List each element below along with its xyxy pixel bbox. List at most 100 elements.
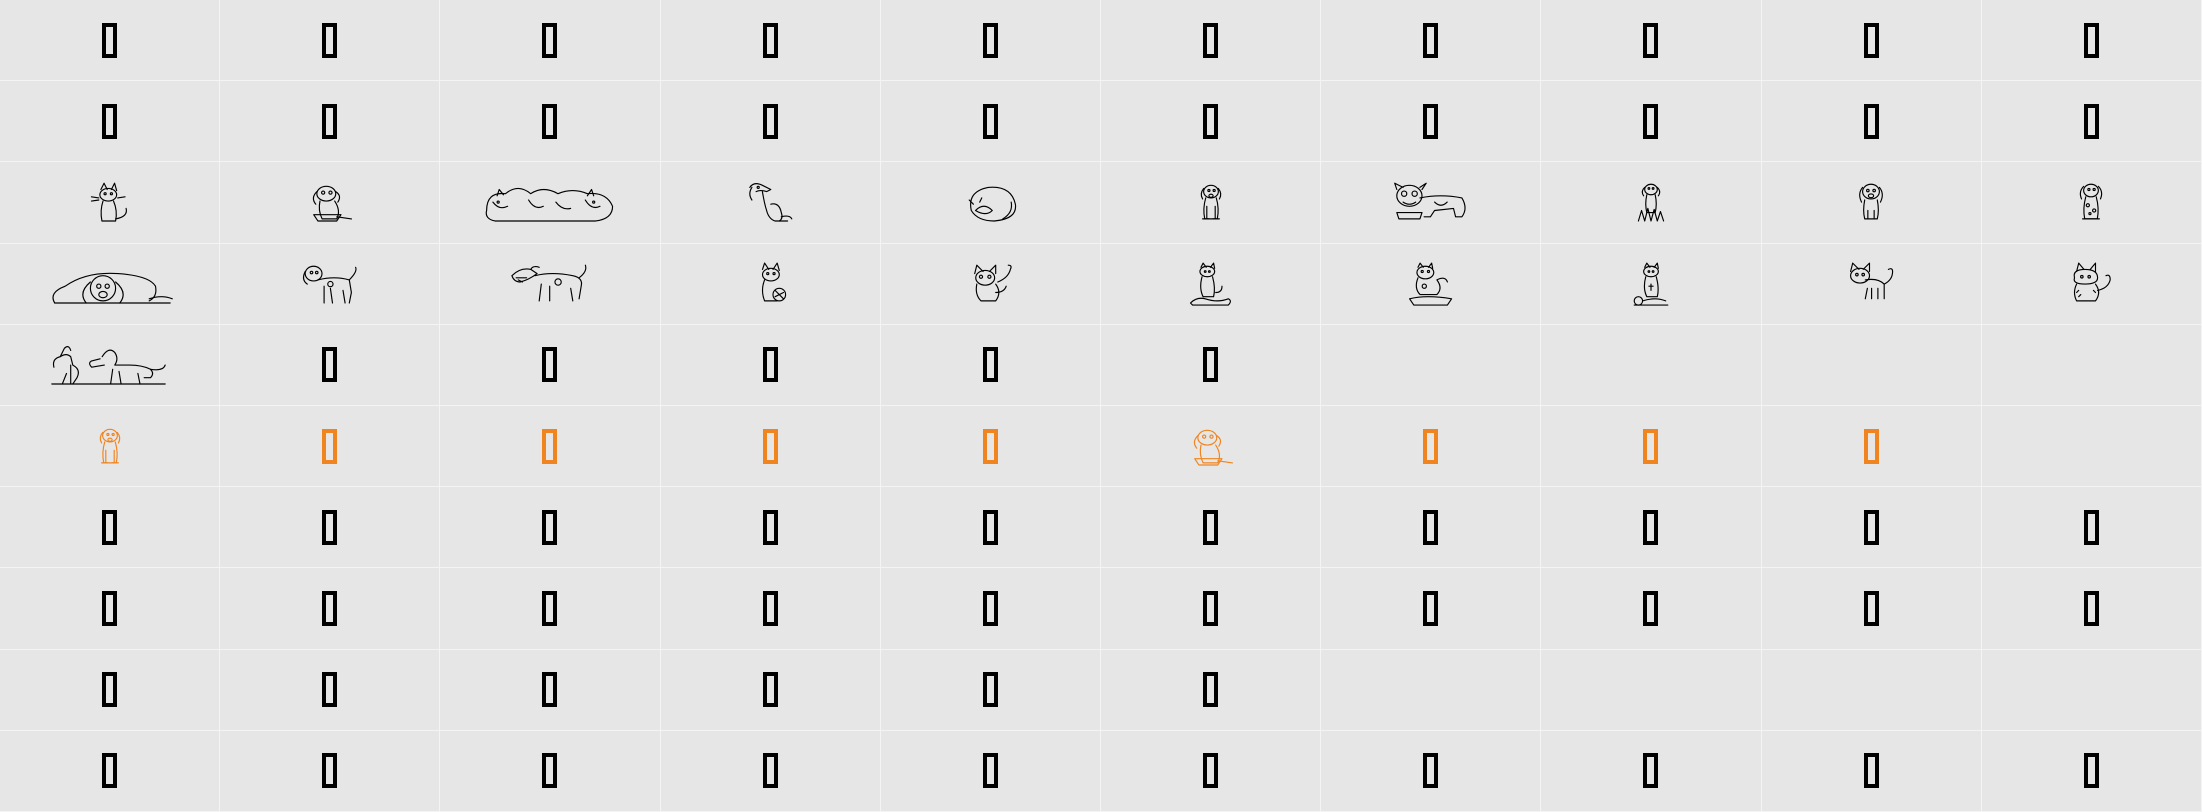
- missing-glyph-box-icon: [102, 753, 118, 789]
- glyph-cell: [440, 649, 661, 731]
- missing-glyph-box-icon: [1863, 509, 1879, 545]
- glyph-cell: [660, 81, 881, 163]
- glyph-cell: [1761, 162, 1982, 244]
- missing-glyph-box-icon: [1203, 22, 1219, 58]
- missing-glyph-box-orange-icon: [322, 428, 338, 464]
- missing-glyph-box-icon: [542, 347, 558, 383]
- cat-grooming-icon: [1190, 262, 1232, 306]
- glyph-cell: [440, 568, 661, 650]
- missing-glyph-box-icon: [102, 590, 118, 626]
- glyph-cell: [1321, 243, 1542, 325]
- puppy-sitting-icon: [1200, 185, 1221, 220]
- dog-walking-icon: [303, 265, 358, 304]
- glyph-cell: [1321, 568, 1542, 650]
- missing-glyph-box-icon: [2083, 590, 2099, 626]
- glyph-cell: [660, 324, 881, 406]
- dog-with-bowl-orange-icon: [1193, 429, 1234, 466]
- missing-glyph-box-icon: [542, 22, 558, 58]
- missing-glyph-box-icon: [1643, 590, 1659, 626]
- missing-glyph-box-icon: [762, 590, 778, 626]
- glyph-cell: [220, 243, 441, 325]
- glyph-cell: [1321, 730, 1542, 812]
- glyph-cell: [220, 730, 441, 812]
- puppy-in-grass-icon: [1637, 184, 1665, 222]
- missing-glyph-box-icon: [982, 753, 998, 789]
- missing-glyph-box-icon: [1643, 103, 1659, 139]
- missing-glyph-box-icon: [2083, 103, 2099, 139]
- missing-glyph-box-icon: [1423, 753, 1439, 789]
- glyph-cell: [0, 730, 221, 812]
- missing-glyph-box-icon: [2083, 22, 2099, 58]
- glyph-cell: [1541, 81, 1762, 163]
- missing-glyph-box-icon: [542, 753, 558, 789]
- glyph-cell: [440, 81, 661, 163]
- glyph-cell: [0, 81, 221, 163]
- glyph-cell: [880, 0, 1101, 82]
- glyph-cell: [880, 324, 1101, 406]
- glyph-cell: [0, 568, 221, 650]
- missing-glyph-box-icon: [982, 590, 998, 626]
- missing-glyph-box-icon: [1863, 22, 1879, 58]
- missing-glyph-box-icon: [102, 509, 118, 545]
- dog-with-bowl-icon: [313, 186, 353, 222]
- glyph-cell: [440, 324, 661, 406]
- glyph-cell: [1321, 81, 1542, 163]
- glyph-cell: [1100, 649, 1322, 731]
- kitten-fluffy-icon: [2073, 262, 2111, 302]
- missing-glyph-box-icon: [762, 672, 778, 708]
- glyph-cell: [1541, 243, 1762, 325]
- missing-glyph-box-icon: [982, 22, 998, 58]
- missing-glyph-box-icon: [2083, 509, 2099, 545]
- missing-glyph-box-icon: [1643, 509, 1659, 545]
- glyph-cell: [880, 243, 1101, 325]
- missing-glyph-box-icon: [982, 347, 998, 383]
- glyph-cell: [660, 243, 881, 325]
- puppy-sitting-orange-icon: [99, 428, 120, 464]
- glyph-cell: [220, 81, 441, 163]
- empty-cell: [1541, 649, 1762, 731]
- glyph-cell: [1541, 162, 1762, 244]
- glyph-cell: [440, 162, 661, 244]
- glyph-cell: [220, 487, 441, 569]
- glyph-cell: [880, 649, 1101, 731]
- missing-glyph-box-icon: [542, 509, 558, 545]
- glyph-cell: [220, 162, 441, 244]
- glyph-cell: [880, 162, 1101, 244]
- glyph-cell: [1761, 81, 1982, 163]
- empty-cell: [1981, 324, 2202, 406]
- dog-barking-icon: [511, 264, 587, 302]
- glyph-cell: [1321, 0, 1542, 82]
- glyph-cell: [1761, 730, 1982, 812]
- missing-glyph-box-icon: [542, 672, 558, 708]
- glyph-cell: [660, 568, 881, 650]
- empty-cell: [1981, 405, 2202, 488]
- missing-glyph-box-icon: [1863, 590, 1879, 626]
- glyph-cell: [880, 730, 1101, 812]
- empty-cell: [1761, 324, 1982, 406]
- dachshund-dogs-icon: [51, 345, 166, 385]
- glyph-cell: [880, 81, 1101, 163]
- missing-glyph-box-icon: [322, 22, 338, 58]
- glyph-cell: [660, 649, 881, 731]
- cat-curled-sleeping-icon: [968, 187, 1017, 222]
- missing-glyph-box-icon: [322, 672, 338, 708]
- kitten-playing-icon: [974, 264, 1012, 302]
- glyph-cell: [1761, 405, 1982, 488]
- glyph-cell: [1541, 730, 1762, 812]
- glyph-cell: [1321, 162, 1542, 244]
- missing-glyph-box-icon: [982, 509, 998, 545]
- missing-glyph-box-icon: [1203, 509, 1219, 545]
- glyph-cell: [440, 0, 661, 82]
- missing-glyph-box-icon: [322, 590, 338, 626]
- glyph-cell: [880, 487, 1101, 569]
- glyph-cell: [0, 243, 221, 325]
- puppy-sitting-front-icon: [1859, 184, 1884, 220]
- glyph-cell: [1321, 487, 1542, 569]
- missing-glyph-box-icon: [982, 672, 998, 708]
- glyph-cell: [1100, 568, 1322, 650]
- glyph-cell: [440, 730, 661, 812]
- glyph-cell: [1100, 324, 1322, 406]
- cat-with-yarn-icon: [1633, 262, 1669, 306]
- glyph-cell: [220, 0, 441, 82]
- puppy-spotted-icon: [2080, 184, 2103, 220]
